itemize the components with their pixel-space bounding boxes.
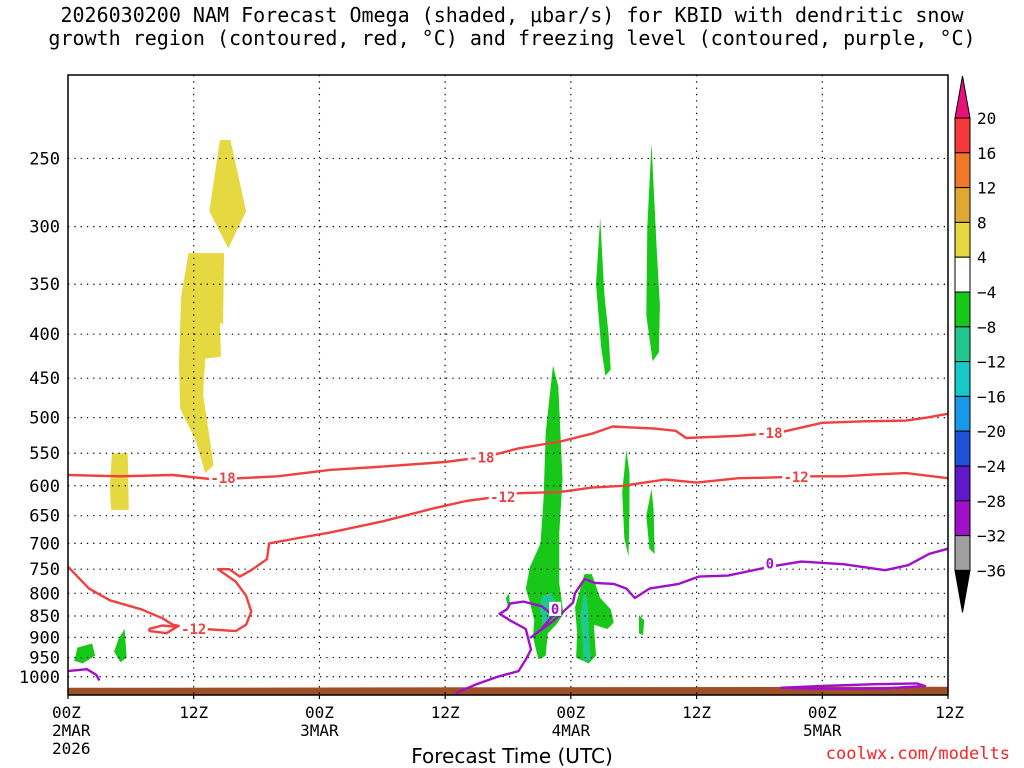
- y-tick-350: 350: [29, 275, 60, 295]
- x-axis-title: Forecast Time (UTC): [411, 744, 613, 768]
- x-tick-label-84-0: 12Z: [935, 703, 964, 722]
- colorbar-band-10: [954, 430, 971, 467]
- freezing-label-bg-3-0: [549, 601, 562, 616]
- y-tick-300: 300: [29, 218, 60, 238]
- x-tick-label-72-0: 00Z: [808, 703, 837, 722]
- colorbar-band-5: [954, 256, 971, 293]
- y-tick-900: 900: [29, 628, 60, 648]
- x-tick-label-48-1: 4MAR: [552, 721, 591, 740]
- colorbar-label-12: −32: [977, 527, 1006, 546]
- omega-region-12: [622, 449, 630, 557]
- freezing-contour-3: [455, 547, 948, 695]
- colorbar-band-11: [954, 465, 971, 502]
- y-tick-650: 650: [29, 507, 60, 527]
- freezing-label-3-1: 0: [766, 557, 774, 573]
- omega-region-10: [596, 217, 611, 376]
- dgz-label-bg-1-2: [782, 469, 811, 484]
- colorbar-label-9: −20: [977, 422, 1006, 441]
- dgz-label-1-2: -12: [783, 470, 808, 486]
- omega-region-11: [646, 143, 660, 362]
- omega-region-4: [114, 629, 127, 663]
- colorbar-label-11: −28: [977, 492, 1006, 511]
- colorbar-band-8: [954, 361, 971, 397]
- colorbar-top-arrow: [954, 75, 971, 119]
- freezing-label-3-0: 0: [551, 602, 559, 618]
- dgz-label-bg-1-1: [488, 489, 517, 504]
- omega-region-9: [580, 588, 591, 662]
- x-tick-label-0-1: 2MAR: [52, 721, 91, 740]
- credit-link[interactable]: coolwx.com/modelts: [825, 744, 1010, 764]
- y-tick-600: 600: [29, 477, 60, 497]
- colorbar-band-2: [954, 152, 971, 189]
- colorbar-label-5: −4: [977, 283, 996, 302]
- y-tick-400: 400: [29, 325, 60, 345]
- colorbar-band-12: [954, 500, 971, 537]
- y-tick-250: 250: [29, 149, 60, 169]
- chart-title: 2026030200 NAM Forecast Omega (shaded, μ…: [0, 4, 1024, 50]
- x-tick-label-0-2: 2026: [52, 739, 91, 758]
- colorbar-band-7: [954, 326, 971, 363]
- x-tick-label-0-0: 00Z: [52, 703, 81, 722]
- y-tick-450: 450: [29, 369, 60, 389]
- colorbar-label-4: 4: [977, 248, 987, 267]
- freezing-label-bg-3-1: [763, 556, 776, 571]
- freezing-contour-4: [780, 682, 927, 691]
- title-line-1: 2026030200 NAM Forecast Omega (shaded, μ…: [60, 3, 964, 27]
- terrain-band: [68, 686, 948, 695]
- colorbar-label-8: −16: [977, 387, 1006, 406]
- colorbar-label-13: −36: [977, 561, 1006, 580]
- colorbar-band-1: [954, 117, 971, 154]
- dgz-label-bg-1-0: [179, 621, 208, 636]
- colorbar-label-2: 12: [977, 179, 996, 198]
- colorbar-band-9: [954, 395, 971, 432]
- colorbar-label-7: −12: [977, 353, 1006, 372]
- title-line-2: growth region (contoured, red, °C) and f…: [48, 26, 976, 50]
- colorbar-bottom-arrow: [954, 569, 971, 613]
- dgz-label-bg-0-0: [209, 471, 238, 486]
- omega-region-2: [109, 453, 129, 510]
- x-tick-label-60-0: 12Z: [682, 703, 711, 722]
- omega-region-13: [646, 488, 655, 554]
- dgz-contour-2: [147, 624, 179, 635]
- colorbar-label-6: −8: [977, 318, 996, 337]
- colorbar-band-3: [954, 187, 971, 223]
- omega-region-5: [525, 365, 564, 660]
- x-tick-label-36-0: 12Z: [431, 703, 460, 722]
- y-tick-700: 700: [29, 534, 60, 554]
- dgz-label-0-1: -18: [469, 450, 494, 466]
- x-tick-label-12-0: 12Z: [179, 703, 208, 722]
- freezing-contour-5: [68, 668, 101, 682]
- x-tick-label-24-0: 00Z: [305, 703, 334, 722]
- y-tick-1000: 1000: [19, 668, 60, 688]
- colorbar-label-3: 8: [977, 213, 987, 232]
- colorbar-label-0: 20: [977, 109, 996, 128]
- omega-region-3: [74, 643, 96, 664]
- dgz-label-1-1: -12: [490, 490, 515, 506]
- colorbar-label-10: −24: [977, 457, 1006, 476]
- x-tick-label-48-0: 00Z: [556, 703, 585, 722]
- colorbar-label-1: 16: [977, 144, 996, 163]
- dgz-label-bg-0-1: [467, 450, 496, 465]
- plot-frame: [67, 74, 949, 696]
- y-tick-750: 750: [29, 560, 60, 580]
- colorbar-band-4: [954, 221, 971, 258]
- x-tick-label-24-1: 3MAR: [300, 721, 339, 740]
- dgz-label-1-0: -12: [181, 622, 206, 638]
- omega-region-14: [639, 615, 645, 636]
- y-tick-850: 850: [29, 607, 60, 627]
- y-tick-550: 550: [29, 444, 60, 464]
- dgz-label-0-2: -18: [757, 426, 782, 442]
- y-tick-950: 950: [29, 649, 60, 669]
- dgz-contour-0: [68, 412, 948, 481]
- x-tick-label-72-1: 5MAR: [803, 721, 842, 740]
- y-tick-500: 500: [29, 409, 60, 429]
- dgz-label-bg-0-2: [755, 425, 784, 440]
- colorbar-band-6: [954, 291, 971, 328]
- y-tick-800: 800: [29, 584, 60, 604]
- omega-region-1: [179, 253, 225, 474]
- colorbar-band-13: [954, 535, 971, 571]
- dgz-label-0-0: -18: [210, 471, 235, 487]
- omega-region-0: [209, 140, 247, 249]
